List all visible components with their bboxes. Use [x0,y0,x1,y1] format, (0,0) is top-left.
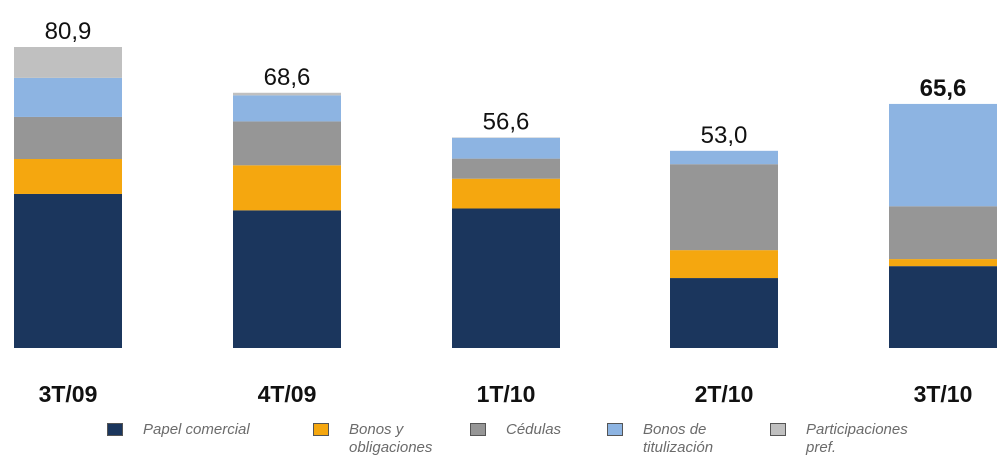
legend-item: Bonos y obligaciones [313,421,477,457]
total-label: 56,6 [483,108,530,135]
bar-segment [670,278,778,348]
legend-item: Cédulas [470,421,634,439]
legend-label: Cédulas [506,421,562,438]
bar-segment [233,121,341,166]
legend-label: Bonos de titulización [643,421,714,456]
legend-label: Bonos y obligaciones [349,421,433,456]
total-label: 80,9 [45,18,92,45]
bar-segment [889,266,997,348]
bar-segment [670,250,778,279]
bar-segment [452,208,560,348]
bar-segment [670,164,778,251]
bar-segment [14,193,122,348]
bar-segment [889,259,997,267]
total-label: 65,6 [920,75,967,102]
bar-segment [452,178,560,209]
legend-item: Bonos de titulización [607,421,771,457]
bar-segment [14,158,122,194]
bar-segment [889,206,997,260]
x-tick-label: 3T/09 [39,381,98,407]
bar-segment [233,165,341,211]
bar-segment [233,95,341,122]
total-label: 68,6 [264,64,311,91]
legend-item: Papel comercial [107,421,313,439]
legend-label: Participaciones pref. [806,421,908,456]
x-tick-label: 2T/10 [695,381,754,407]
bar-segment [452,137,560,159]
bar-segment [14,47,122,78]
x-tick-label: 4T/09 [258,381,317,407]
legend-swatch [107,423,123,436]
bar-segment [14,77,122,117]
total-label: 53,0 [701,122,748,149]
x-tick-label: 1T/10 [477,381,536,407]
legend-swatch [607,423,623,436]
legend-swatch [470,423,486,436]
x-tick-label: 3T/10 [914,381,973,407]
legend-label: Papel comercial [143,421,250,438]
bar-segment [452,158,560,179]
plot: 80,9 3T/09 68,6 4T/09 56,6 1T/10 53,0 2T/10 65,6… [14,18,997,407]
legend-swatch [313,423,329,436]
legend-swatch [770,423,786,436]
bar-segment [233,92,341,96]
bar-segment [670,150,778,165]
bar-segment [14,116,122,159]
bar-segment [233,210,341,348]
bar-segment [889,103,997,207]
legend-item: Participaciones pref. [770,421,934,457]
